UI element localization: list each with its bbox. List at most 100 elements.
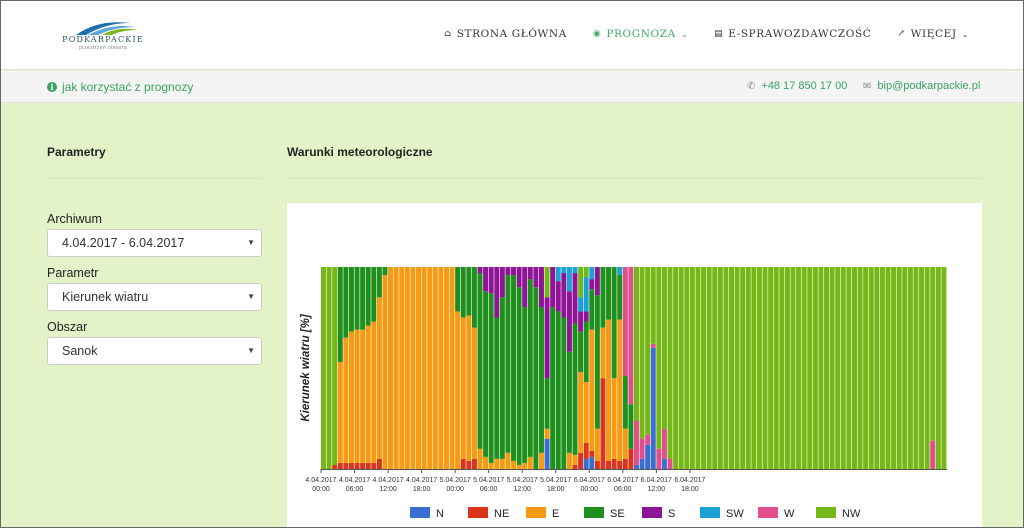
bar-segment-se — [628, 404, 634, 449]
nav-more[interactable]: ↗ WIĘCEJ ⌄ — [897, 28, 969, 40]
bar-segment-n — [544, 438, 550, 469]
area-select[interactable]: Sanok ▼ — [47, 337, 262, 365]
bar-segment-w — [650, 343, 656, 348]
bar-segment-nw — [773, 267, 779, 469]
legend-label-s: S — [668, 508, 675, 520]
bar-segment-e — [416, 267, 422, 469]
contact-phone: ✆ +48 17 850 17 00 — [747, 80, 847, 92]
bar-segment-s — [488, 267, 494, 294]
bar-segment-nw — [902, 267, 908, 469]
legend-label-n: N — [436, 508, 444, 520]
bar-segment-nw — [639, 267, 645, 439]
bar-segment-e — [566, 452, 572, 469]
bar-segment-e — [505, 452, 511, 469]
bar-segment-se — [477, 273, 483, 449]
bar-segment-e — [477, 448, 483, 469]
bar-segment-se — [572, 323, 578, 455]
bar-segment-s — [578, 311, 584, 332]
bar-segment-se — [466, 267, 472, 316]
phone-number: +48 17 850 17 00 — [761, 80, 848, 92]
y-axis-label: Kierunek wiatru [%] — [300, 313, 312, 422]
bar-segment-s — [538, 267, 544, 308]
bar-segment-se — [499, 297, 505, 459]
x-tick-label-time: 18:00 — [413, 486, 431, 493]
bar-segment-nw — [863, 267, 869, 469]
bar-segment-nw — [756, 267, 762, 469]
bar-segment-s — [572, 273, 578, 324]
nav-home[interactable]: ⌂ STRONA GŁÓWNA — [444, 28, 567, 40]
bar-segment-nw — [907, 267, 913, 469]
bar-segment-n — [645, 444, 651, 469]
parameter-label: Parametr — [47, 266, 99, 280]
bar-segment-nw — [801, 267, 807, 469]
bar-segment-se — [494, 317, 500, 459]
x-tick-label-time: 18:00 — [681, 486, 699, 493]
bar-segment-e — [511, 460, 517, 469]
bar-segment-e — [516, 464, 522, 469]
external-link-icon: ↗ — [897, 29, 906, 39]
bar-segment-sw — [566, 267, 572, 292]
nav-e-reporting-label: E-SPRAWOZDAWCZOŚĆ — [728, 28, 872, 40]
bar-segment-e — [404, 267, 410, 469]
nav-forecast[interactable]: ◉ PROGNOZA ⌄ — [593, 28, 688, 40]
nav-more-label: WIĘCEJ — [910, 28, 957, 40]
bar-segment-nw — [818, 267, 824, 469]
bar-segment-ne — [572, 464, 578, 469]
caret-down-icon: ▼ — [247, 238, 255, 247]
caret-down-icon: ▼ — [247, 346, 255, 355]
bar-segment-s — [527, 267, 533, 280]
chart-container: Kierunek wiatru [%] 4.04.2017 00:00 4.04.20… — [287, 203, 982, 528]
x-tick-label-time: 06:00 — [614, 486, 632, 493]
x-tick-label-time: 06:00 — [480, 486, 498, 493]
bar-segment-se — [455, 267, 461, 312]
howto-link[interactable]: i jak korzystać z prognozy — [47, 80, 193, 94]
bar-segment-se — [365, 267, 371, 326]
contact-email[interactable]: ✉ bip@podkarpackie.pl — [863, 80, 980, 92]
bar-segment-se — [606, 267, 612, 320]
legend-swatch-n — [410, 507, 430, 518]
x-tick-label-time: 18:00 — [547, 486, 565, 493]
bar-segment-nw — [913, 267, 919, 469]
x-tick-label-time: 12:00 — [648, 486, 666, 493]
bar-segment-nw — [751, 267, 757, 469]
archive-value: 4.04.2017 - 6.04.2017 — [62, 236, 185, 250]
bar-segment-se — [511, 275, 517, 461]
bar-segment-e — [410, 267, 416, 469]
bar-segment-nw — [701, 267, 707, 469]
bar-segment-se — [371, 267, 377, 322]
bar-segment-e — [471, 327, 477, 459]
bar-segment-e — [432, 267, 438, 469]
parameter-select[interactable]: Kierunek wiatru ▼ — [47, 283, 262, 311]
bar-segment-w — [634, 420, 639, 465]
nav-e-reporting[interactable]: ▤ E-SPRAWOZDAWCZOŚĆ — [714, 28, 871, 40]
bar-segment-se — [611, 267, 617, 379]
bar-segment-e — [594, 428, 600, 461]
bar-segment-ne — [376, 458, 382, 469]
bar-segment-s — [550, 267, 556, 308]
document-icon: ▤ — [714, 29, 724, 39]
bar-segment-sw — [555, 267, 561, 282]
bar-segment-se — [566, 351, 572, 453]
bar-segment-se — [617, 275, 623, 320]
bar-segment-e — [371, 321, 377, 463]
bar-segment-nw — [734, 267, 740, 469]
bar-segment-nw — [779, 267, 785, 469]
podkarpackie-logo[interactable]: PODKARPACKIE przestrzeń otwarta — [58, 17, 148, 53]
bar-segment-sw — [572, 267, 578, 274]
legend-swatch-w — [758, 507, 778, 518]
archive-select[interactable]: 4.04.2017 - 6.04.2017 ▼ — [47, 229, 262, 257]
bar-segment-e — [583, 382, 589, 443]
bar-segment-e — [438, 267, 444, 469]
bar-segment-nw — [874, 267, 880, 469]
legend-label-w: W — [784, 508, 795, 520]
bar-segment-e — [388, 267, 394, 469]
chart-section-divider — [287, 178, 982, 179]
area-label: Obszar — [47, 320, 88, 334]
logo-subtitle: przestrzeń otwarta — [78, 45, 128, 51]
logo-text: PODKARPACKIE — [62, 35, 144, 44]
bar-segment-e — [589, 329, 595, 451]
bar-segment-nw — [891, 267, 897, 469]
bar-segment-nw — [645, 267, 651, 435]
bar-segment-nw — [935, 267, 941, 469]
bar-segment-se — [488, 293, 494, 463]
